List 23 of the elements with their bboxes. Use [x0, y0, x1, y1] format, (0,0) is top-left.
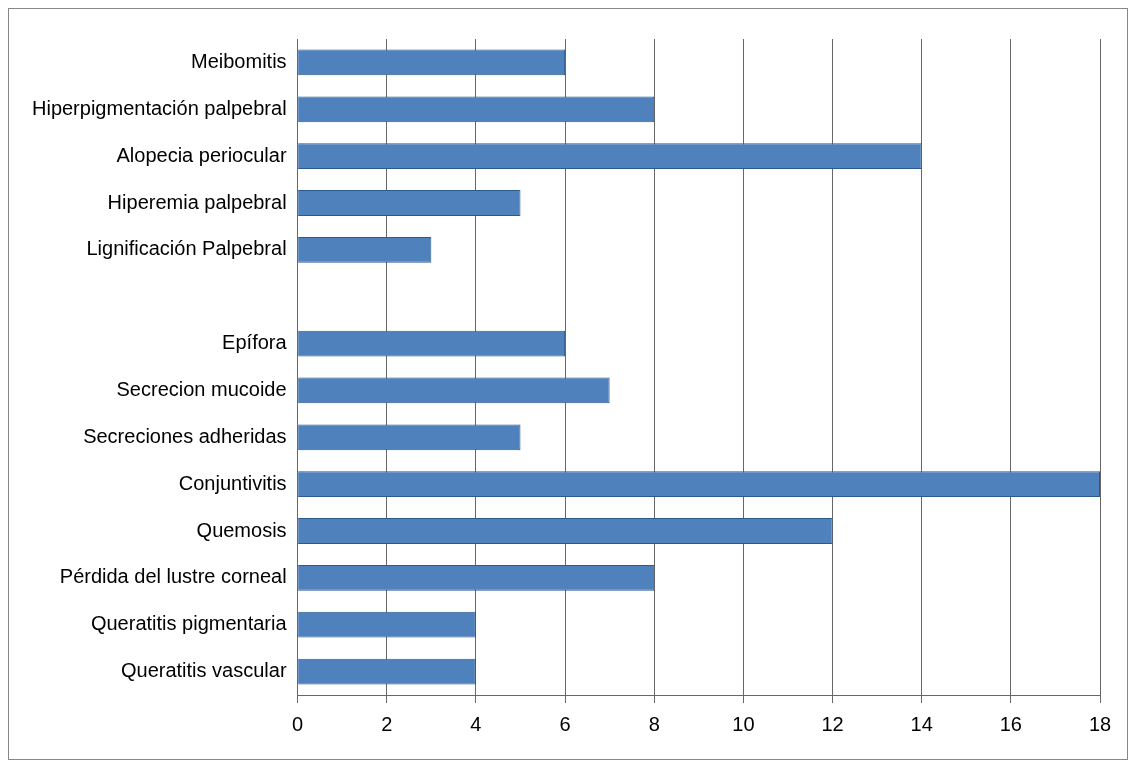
- x-tick-label: 4: [470, 712, 482, 735]
- x-tick-label: 0: [292, 712, 304, 735]
- x-tick-label: 8: [648, 712, 660, 735]
- x-tick-label: 18: [1088, 712, 1112, 735]
- y-tick-label: Queratitis pigmentaria: [90, 612, 288, 635]
- x-tick-label: 14: [910, 712, 933, 735]
- y-tick-label: Alopecia periocular: [116, 143, 287, 166]
- x-tick-label: 2: [381, 712, 393, 735]
- y-tick-label: Conjuntivitis: [178, 471, 287, 494]
- y-tick-label: Meibomitis: [191, 49, 287, 72]
- x-tick-label: 16: [999, 712, 1022, 735]
- y-tick-label: Queratitis vascular: [120, 659, 287, 682]
- y-tick-label: Secreciones adheridas: [83, 424, 287, 447]
- x-tick-label: 10: [732, 712, 755, 735]
- y-tick-label: Epífora: [222, 331, 288, 354]
- y-tick-label: Hiperemia palpebral: [107, 190, 287, 213]
- y-tick-label: Pérdida del lustre corneal: [59, 565, 287, 588]
- y-tick-label: Lignificación Palpebral: [86, 237, 287, 260]
- x-tick-label: 6: [559, 712, 571, 735]
- x-tick-label: 12: [821, 712, 844, 735]
- y-tick-label: Hiperpigmentación palpebral: [31, 96, 287, 119]
- y-tick-label: Quemosis: [196, 518, 287, 541]
- y-tick-label: Secrecion mucoide: [116, 377, 287, 400]
